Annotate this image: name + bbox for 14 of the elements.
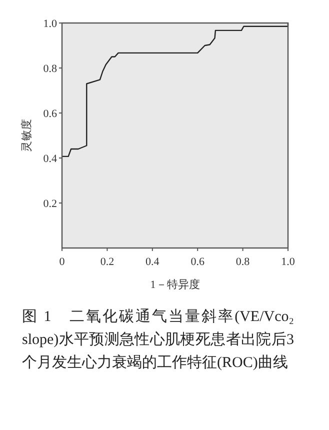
x-tick-label: 0.2: [100, 256, 114, 268]
y-tick-label: 0.8: [43, 63, 58, 75]
x-tick-label: 1.0: [281, 256, 296, 268]
x-tick-label: 0: [59, 256, 66, 268]
x-tick-label: 0.6: [190, 256, 205, 268]
y-tick-label: 1.0: [43, 18, 58, 30]
x-tick-label: 0.8: [236, 256, 250, 268]
text: 图 1 二氧化碳通气当量斜率(VE/Vco₂ slope)水平预测急性心肌梗死患者出院后3个月发生心力衰竭的工作特征(ROC)曲线: [22, 307, 294, 373]
y-tick-label: 0.4: [43, 153, 58, 165]
x-axis-title: 1－特异度: [150, 278, 200, 291]
y-tick-label: 0.6: [43, 108, 58, 120]
y-tick-label: 0.2: [43, 198, 57, 210]
y-axis-title: 灵敏度: [20, 119, 33, 152]
x-tick-label: 0.4: [146, 256, 160, 268]
